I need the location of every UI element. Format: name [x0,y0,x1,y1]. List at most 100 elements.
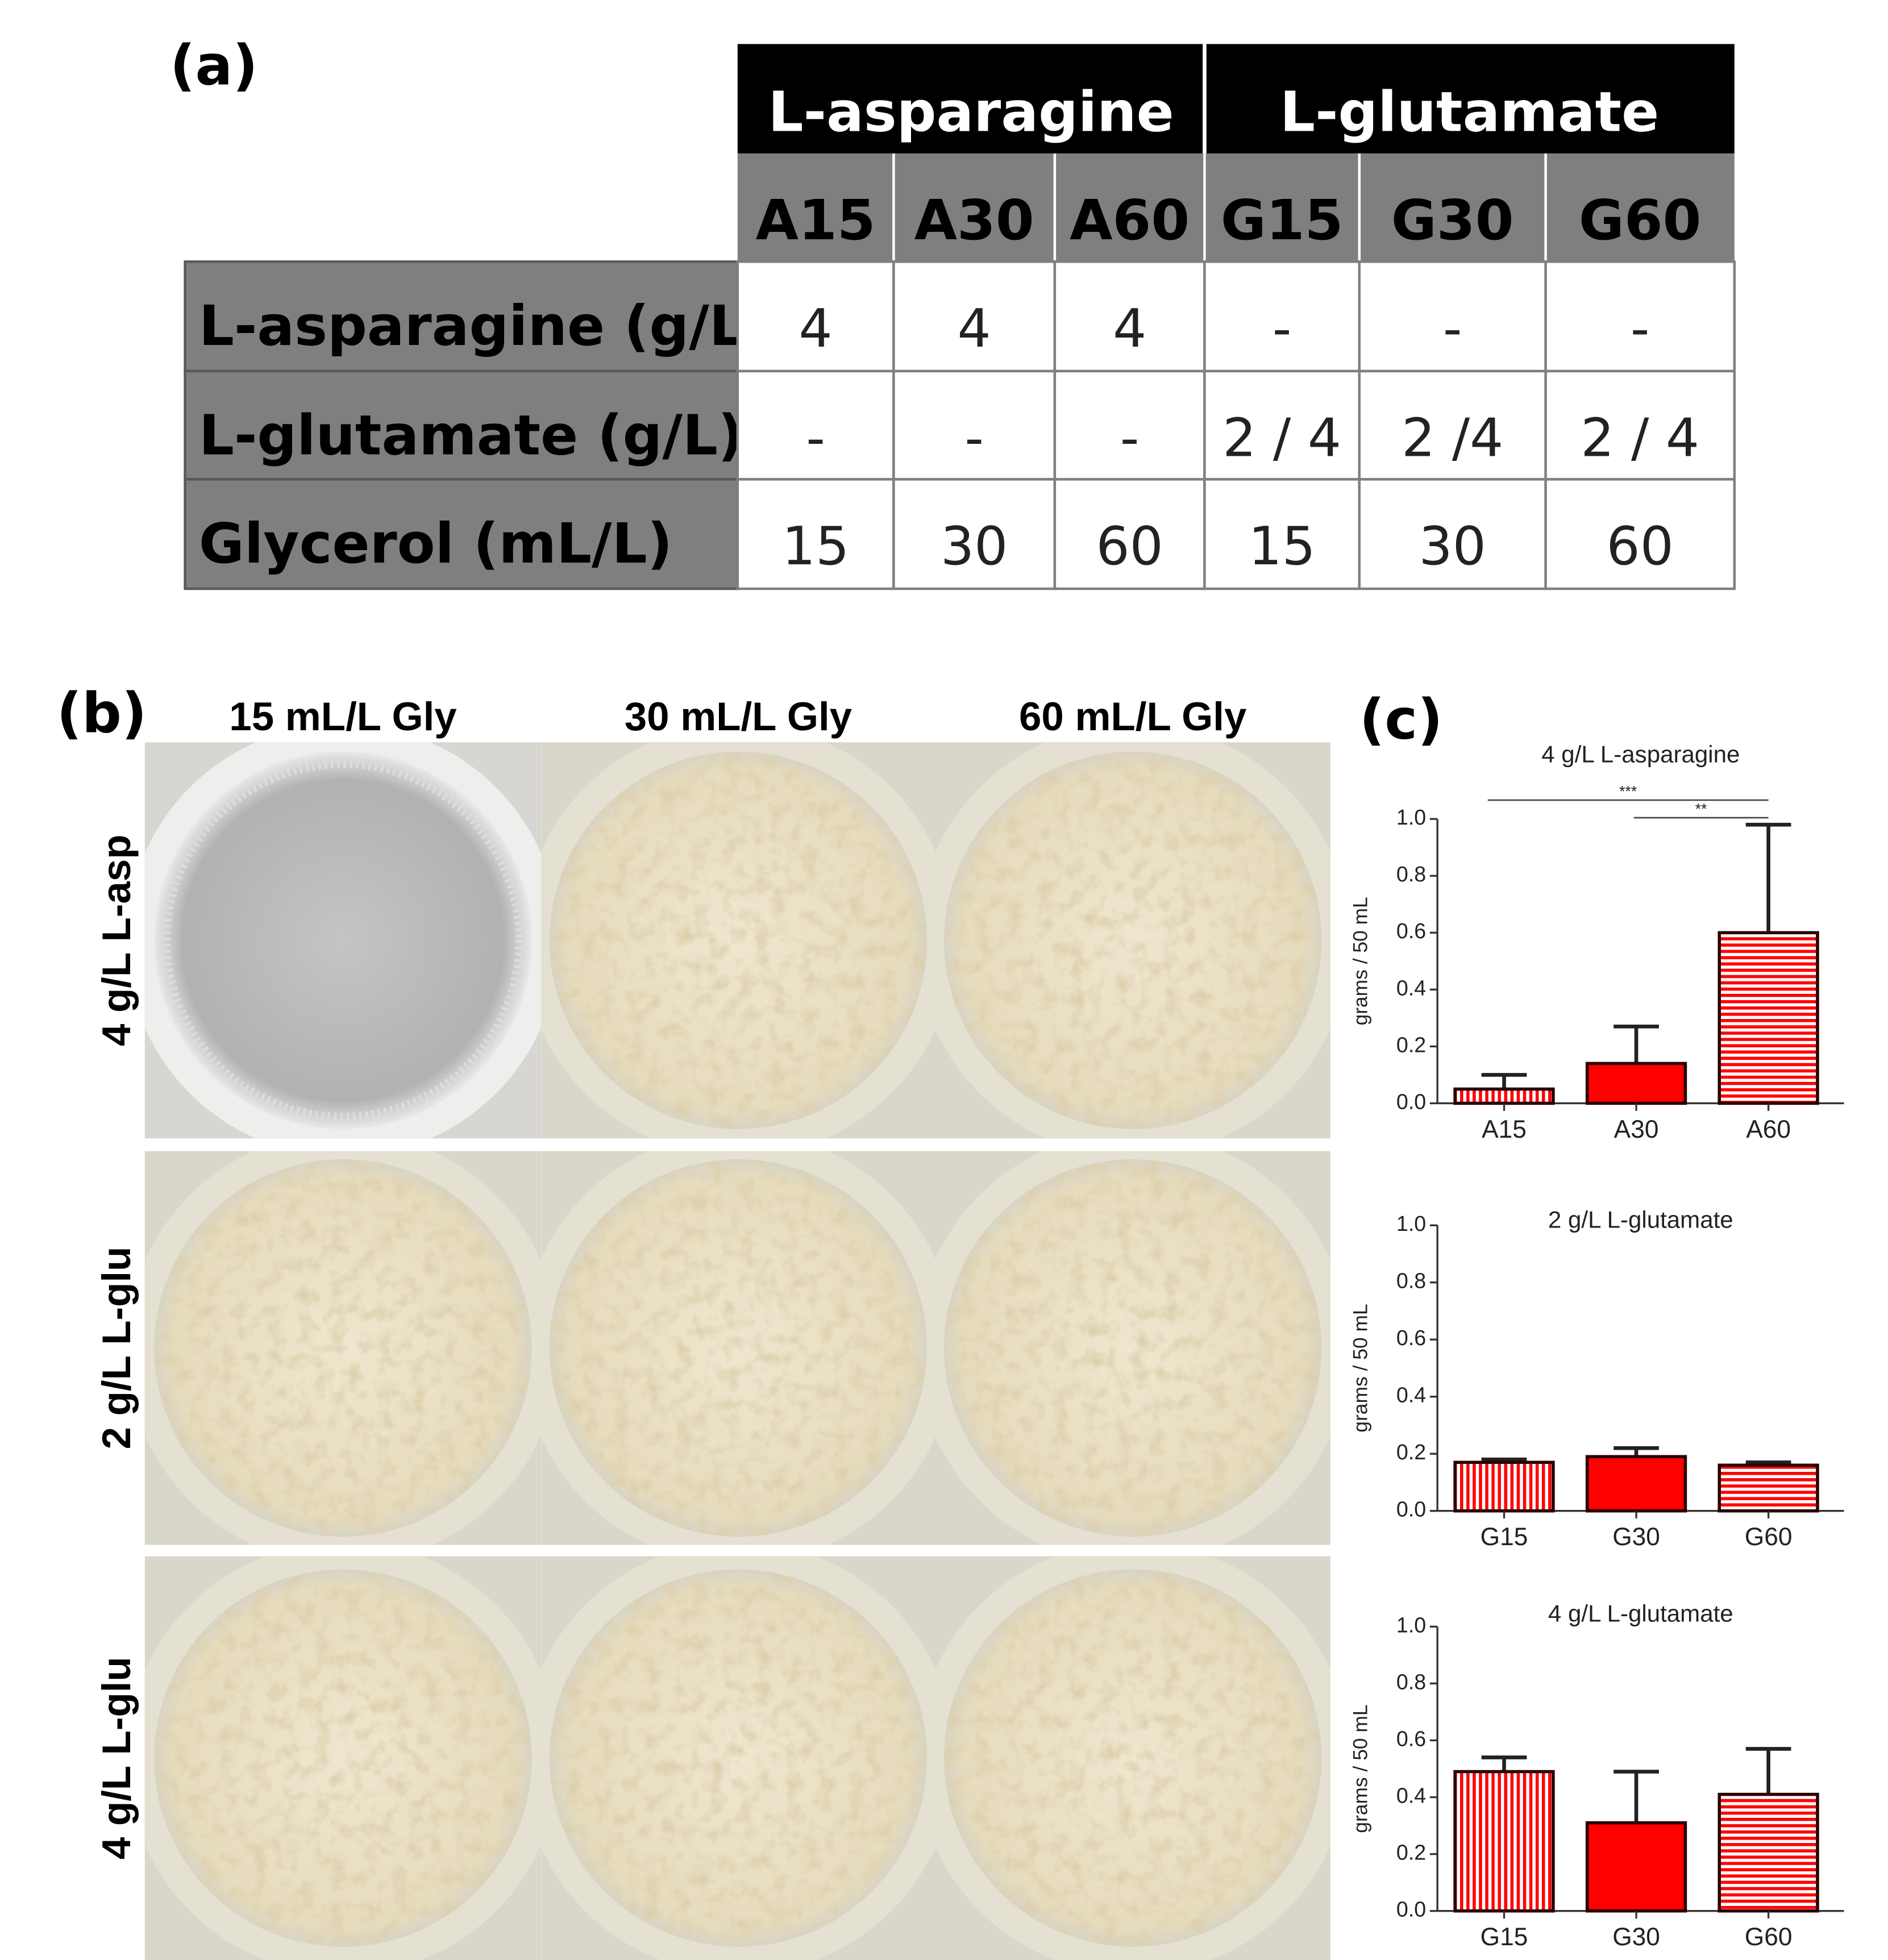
y-tick-label: 0.8 [1396,1269,1426,1293]
mycelium [549,1159,928,1537]
photo [541,742,935,1139]
y-axis-label: grams / 50 mL [1349,1304,1372,1432]
y-axis-label: grams / 50 mL [1349,1704,1372,1833]
x-tick-label: A15 [1482,1116,1527,1143]
row-title: 4 g/L L-asp [94,834,139,1046]
cell [892,478,1057,590]
cell-text: 2 / 4 [1581,407,1699,468]
y-tick-label: 0.4 [1396,1783,1426,1807]
group-header: L-glutamate [1280,80,1659,144]
mycelium [944,751,1322,1129]
cell [892,369,1057,481]
mycelium [944,1569,1322,1947]
cell-text: 15 [1248,515,1315,577]
x-tick-label: G60 [1745,1523,1793,1551]
column-title: 15 mL/L Gly [229,694,457,739]
bar [1453,1770,1555,1913]
cell [1544,478,1736,590]
cell-text: 4 [1113,298,1146,359]
column-header: A15 [756,188,876,252]
x-tick-label: A60 [1746,1116,1791,1143]
y-tick-label: 0.0 [1396,1897,1426,1921]
cell-text: 30 [941,515,1008,577]
mycelium [944,1159,1322,1537]
cell-text: 4 [958,298,991,359]
bar [1585,1062,1687,1105]
y-tick-label: 0.6 [1396,1726,1426,1750]
photo [935,742,1330,1139]
y-tick-label: 0.8 [1396,862,1426,886]
column-header: A60 [1070,188,1190,252]
bar [1453,1087,1555,1105]
cell-text: 4 [799,298,833,359]
y-axis-label: grams / 50 mL [1349,897,1372,1025]
cell-text: 30 [1419,515,1486,577]
y-tick-label: 0.0 [1396,1497,1426,1521]
chart-title: 4 g/L L-glutamate [1548,1600,1733,1627]
x-tick-label: G60 [1745,1923,1793,1951]
y-tick-label: 0.8 [1396,1670,1426,1693]
cell [736,260,895,373]
photo [935,1151,1330,1545]
x-tick-label: A30 [1614,1116,1659,1143]
bar [1453,1460,1555,1513]
cell [1544,260,1736,373]
cell-text: - [1443,298,1462,359]
mycelium [154,1159,532,1537]
column-header-bg [737,153,1735,262]
row-header-bg [184,478,739,590]
significance-label: ** [1695,801,1707,818]
y-tick-label: 0.0 [1396,1089,1426,1113]
y-tick-label: 0.2 [1396,1033,1426,1056]
x-tick-label: G30 [1612,1523,1660,1551]
column-header: G30 [1391,188,1514,252]
photo [935,1556,1330,1960]
chart-title: 2 g/L L-glutamate [1548,1206,1733,1233]
panel-label: (a) [170,34,258,98]
bar [1718,1463,1819,1513]
mycelium [549,1569,928,1947]
y-tick-label: 0.2 [1396,1440,1426,1464]
panel-label: (c) [1359,688,1443,752]
y-tick-label: 0.2 [1396,1841,1426,1865]
cell-text: - [1272,298,1292,359]
chart-title: 4 g/L L-asparagine [1541,741,1740,768]
group-header-bg [737,44,1735,154]
cell [1053,478,1206,590]
cell [736,478,895,590]
y-tick-label: 0.4 [1396,976,1426,1000]
cell-text: - [964,407,984,468]
bar [1718,931,1819,1105]
cell-text: 60 [1096,515,1163,577]
cell-text: - [806,407,825,468]
y-tick-label: 1.0 [1396,1613,1426,1637]
column-header: A30 [914,188,1034,252]
bar [1718,1792,1819,1913]
x-tick-label: G15 [1481,1923,1528,1951]
cell-text: 2 /4 [1402,407,1503,468]
y-tick-label: 0.6 [1396,919,1426,943]
dish [154,751,532,1129]
significance-label: *** [1619,783,1637,800]
mycelium [549,751,928,1129]
photo [144,742,542,1139]
x-tick-label: G15 [1481,1523,1528,1551]
column-header: G60 [1579,188,1702,252]
cell-text: 60 [1607,515,1674,577]
y-tick-label: 0.4 [1396,1383,1426,1407]
cell-text: 15 [782,515,849,577]
bar [1585,1455,1687,1513]
cell [892,260,1057,373]
row-header: L-glutamate (g/L) [199,403,743,467]
cell [1053,369,1206,481]
row-header: L-asparagine (g/L) [199,294,770,358]
dish-ring [163,760,523,1121]
row-header: Glycerol (mL/L) [199,511,672,576]
cell-text: - [1631,298,1650,359]
y-tick-label: 1.0 [1396,1212,1426,1235]
row-header-bg [184,260,739,373]
mycelium [154,1569,532,1947]
column-title: 60 mL/L Gly [1019,694,1247,739]
y-tick-label: 0.6 [1396,1326,1426,1350]
